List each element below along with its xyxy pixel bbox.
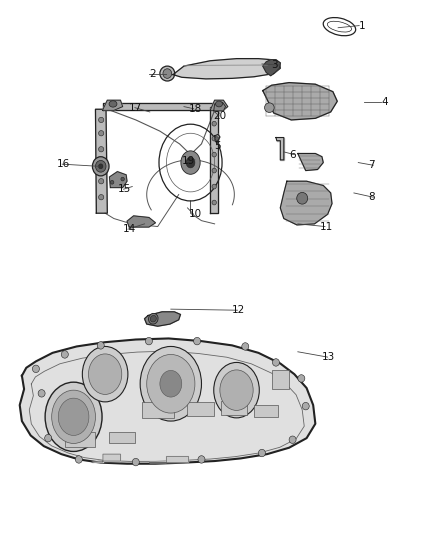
Ellipse shape [150,316,156,322]
Polygon shape [215,134,220,142]
FancyBboxPatch shape [109,432,135,443]
Text: 17: 17 [129,103,142,112]
Ellipse shape [121,177,124,181]
Text: 2: 2 [149,69,155,78]
Text: 20: 20 [214,111,227,120]
Ellipse shape [212,200,216,205]
Circle shape [88,354,122,394]
Ellipse shape [38,390,45,397]
Polygon shape [95,109,107,213]
Ellipse shape [92,157,109,176]
Ellipse shape [95,160,106,172]
FancyBboxPatch shape [65,432,95,447]
Circle shape [214,362,259,418]
Ellipse shape [302,402,309,410]
Ellipse shape [212,184,216,189]
Ellipse shape [99,163,104,168]
Ellipse shape [99,195,104,200]
Text: 19: 19 [182,157,195,166]
Polygon shape [145,312,180,326]
FancyBboxPatch shape [142,402,174,418]
Polygon shape [280,181,332,225]
Text: 14: 14 [123,224,136,234]
Ellipse shape [215,136,219,140]
Ellipse shape [99,131,104,136]
Polygon shape [263,83,337,120]
Circle shape [140,346,201,421]
Ellipse shape [212,152,216,157]
Ellipse shape [99,164,103,169]
Polygon shape [276,138,284,160]
FancyBboxPatch shape [221,401,247,415]
Text: 10: 10 [188,209,201,219]
Text: 6: 6 [289,150,296,159]
Ellipse shape [215,101,223,107]
Ellipse shape [99,117,104,123]
Polygon shape [210,100,228,110]
Ellipse shape [145,337,152,345]
Ellipse shape [272,359,279,366]
Circle shape [160,370,182,397]
FancyBboxPatch shape [272,370,289,389]
Ellipse shape [110,180,114,184]
Ellipse shape [298,375,305,382]
Ellipse shape [45,434,52,442]
Ellipse shape [97,342,104,349]
Polygon shape [210,107,218,213]
Ellipse shape [32,365,39,373]
Text: 18: 18 [188,104,201,114]
Ellipse shape [297,192,307,204]
Circle shape [147,354,195,413]
Ellipse shape [99,179,104,184]
Polygon shape [103,103,218,110]
Polygon shape [92,454,120,462]
Ellipse shape [212,122,216,126]
Polygon shape [127,216,155,227]
Text: 7: 7 [368,160,374,170]
Ellipse shape [242,343,249,350]
Ellipse shape [212,136,216,141]
Polygon shape [149,456,188,462]
Ellipse shape [99,147,104,152]
Text: 11: 11 [320,222,333,231]
Polygon shape [20,338,315,464]
Circle shape [45,382,102,451]
Text: 12: 12 [232,305,245,315]
Ellipse shape [132,458,139,466]
Ellipse shape [289,436,296,443]
Ellipse shape [258,449,265,457]
Ellipse shape [109,101,117,107]
Polygon shape [102,100,123,110]
Text: 8: 8 [368,192,374,202]
Polygon shape [214,102,226,111]
Ellipse shape [163,69,172,78]
Polygon shape [110,172,127,188]
Polygon shape [298,154,323,171]
FancyBboxPatch shape [254,405,278,417]
Polygon shape [263,60,280,76]
FancyBboxPatch shape [187,402,214,416]
Circle shape [82,346,128,402]
Circle shape [181,151,200,174]
Text: 5: 5 [215,141,221,150]
Ellipse shape [194,337,201,345]
Ellipse shape [148,313,158,324]
Ellipse shape [265,103,274,112]
Text: 16: 16 [57,159,70,169]
Circle shape [220,370,253,410]
Circle shape [186,157,195,168]
Circle shape [58,398,89,435]
Ellipse shape [198,456,205,463]
Text: 4: 4 [381,98,388,107]
Text: 15: 15 [118,184,131,194]
Text: 13: 13 [322,352,335,362]
Ellipse shape [75,456,82,463]
Circle shape [52,390,95,443]
Ellipse shape [160,66,175,81]
Text: 3: 3 [272,60,278,70]
Text: 1: 1 [359,21,366,30]
Ellipse shape [61,351,68,358]
Ellipse shape [212,168,216,173]
Polygon shape [173,59,280,79]
